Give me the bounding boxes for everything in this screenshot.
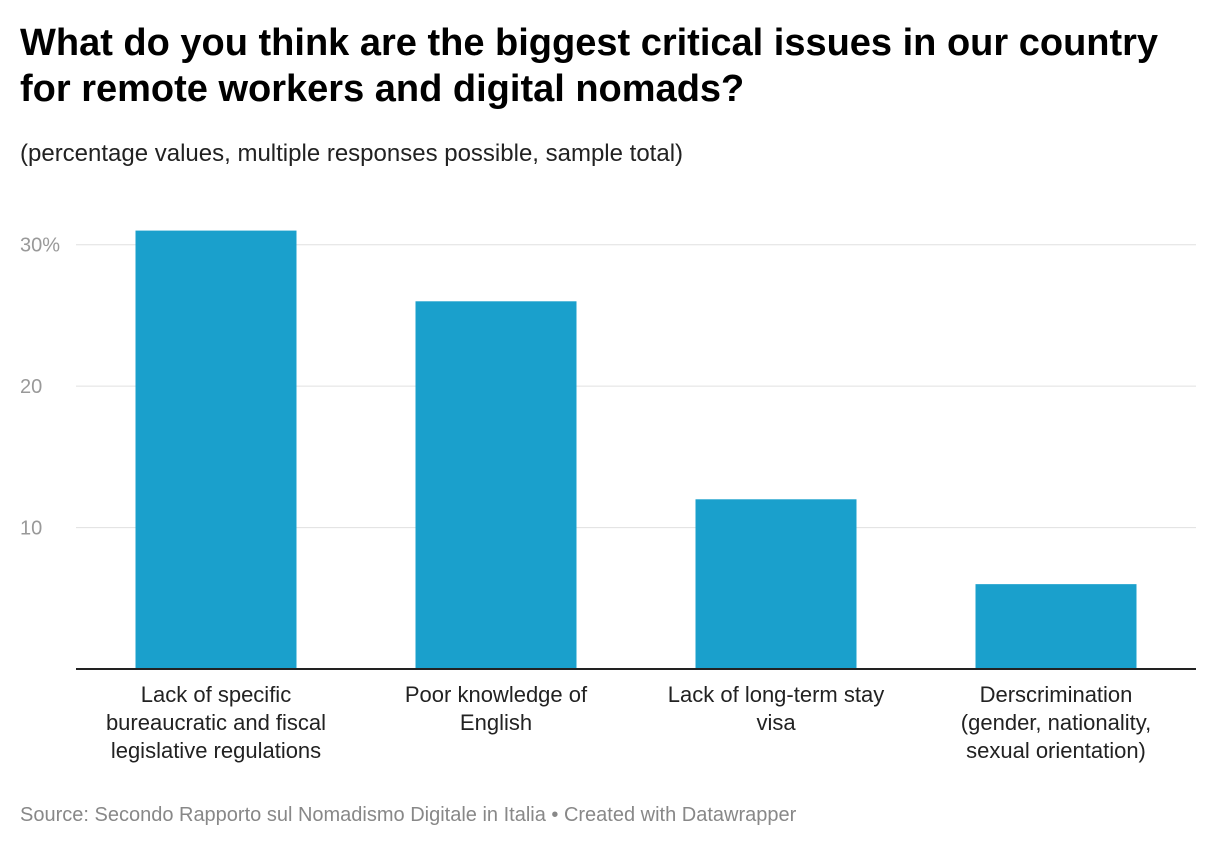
x-tick-label: Poor knowledge of English (405, 682, 588, 735)
x-tick-label-line: visa (756, 710, 796, 735)
x-tick-label-line: Derscrimination (980, 682, 1133, 707)
y-tick-label: 30% (20, 235, 60, 257)
bar (975, 584, 1137, 669)
x-tick-label: Lack of specific bureaucratic and fiscal l… (106, 682, 326, 763)
source-note: Source: Secondo Rapporto sul Nomadismo D… (20, 804, 797, 826)
bar (695, 499, 857, 669)
x-tick-label-line: (gender, nationality, (961, 710, 1151, 735)
bar (135, 230, 297, 669)
x-tick-label-line: Lack of long-term stay (668, 682, 884, 707)
y-tick-label: 10 (20, 518, 42, 540)
x-tick-label: Lack of long-term stay visa (668, 682, 884, 735)
bar (415, 301, 577, 669)
chart-subtitle: (percentage values, multiple responses p… (20, 140, 684, 167)
x-tick-label-line: Lack of specific (141, 682, 291, 707)
x-tick-label-line: bureaucratic and fiscal (106, 710, 326, 735)
y-tick-label: 20 (20, 376, 42, 398)
x-tick-label: Derscrimination (gender, nationality, sexu… (961, 682, 1151, 763)
x-tick-label-line: English (460, 710, 532, 735)
chart-title: What do you think are the biggest critic… (20, 22, 1159, 110)
x-tick-label-line: legislative regulations (111, 738, 321, 763)
x-tick-label-line: sexual orientation) (966, 738, 1146, 763)
x-tick-label-line: Poor knowledge of (405, 682, 588, 707)
